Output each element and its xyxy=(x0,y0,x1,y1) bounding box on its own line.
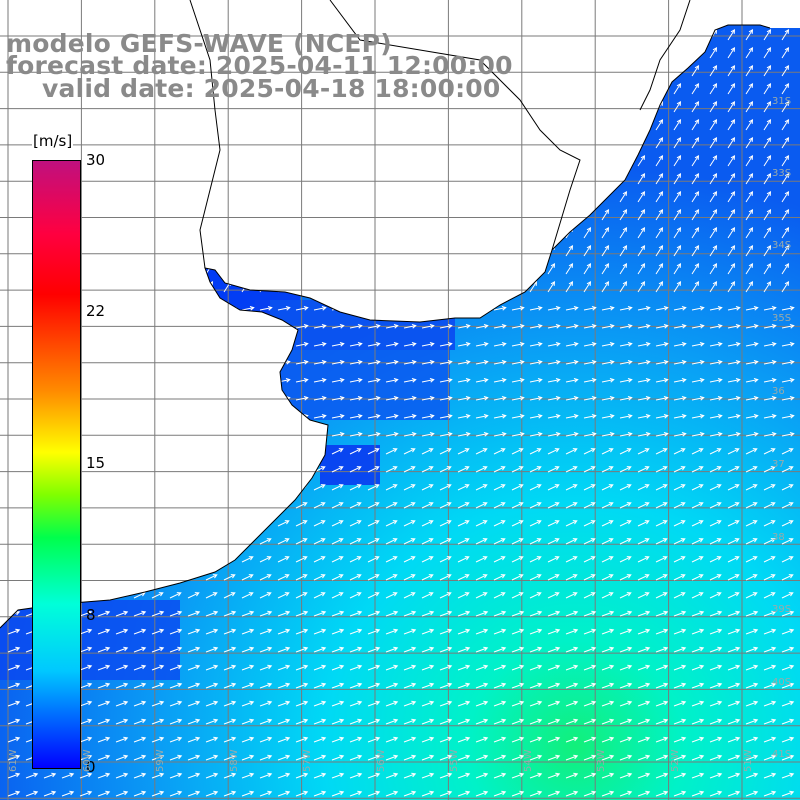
colorbar-tick-0: 0 xyxy=(86,758,96,776)
colorbar-gradient xyxy=(32,160,81,769)
colorbar-tick-22: 22 xyxy=(86,302,106,320)
colorbar-tick-15: 15 xyxy=(86,454,106,472)
lat-label-31s: 31S xyxy=(772,96,792,107)
valid-date: valid date: 2025-04-18 18:00:00 xyxy=(42,74,501,103)
lon-label-55w: 55W xyxy=(449,749,460,772)
border-line-west xyxy=(189,0,221,269)
forecast-date: forecast date: 2025-04-11 12:00:00 xyxy=(6,51,513,80)
colorbar-tick-8: 8 xyxy=(86,606,96,624)
map-title: modelo GEFS-WAVE (NCEP) xyxy=(6,29,392,58)
lat-label-40s: 40S xyxy=(772,677,792,688)
lon-label-51w: 51W xyxy=(743,749,754,772)
lon-label-59w: 59W xyxy=(155,749,166,772)
coastline xyxy=(0,24,771,629)
lon-label-57w: 57W xyxy=(302,749,313,772)
lon-label-52w: 52W xyxy=(670,749,681,772)
lon-label-53w: 53W xyxy=(596,749,607,772)
lon-label-56w: 56W xyxy=(376,749,387,772)
lon-label-58w: 58W xyxy=(229,749,240,772)
lon-label-60w: 60W xyxy=(82,749,93,772)
lat-label-37: 37 xyxy=(772,459,785,470)
lat-label-41s: 41S xyxy=(772,749,792,760)
lon-label-61w: 61W xyxy=(8,749,19,772)
lagoon-line xyxy=(639,0,691,111)
lat-label-34s: 34S xyxy=(772,240,792,251)
lat-label-38: 38 xyxy=(772,532,785,543)
lat-label-35s: 35S xyxy=(772,313,792,324)
lat-label-33s: 33S xyxy=(772,168,792,179)
lat-label-36: 36 xyxy=(772,386,785,397)
colorbar-unit-label: [m/s] xyxy=(32,132,74,150)
lat-label-39s: 39S xyxy=(772,604,792,615)
colorbar-tick-30: 30 xyxy=(86,151,106,169)
lon-label-54w: 54W xyxy=(523,749,534,772)
border-line-north xyxy=(329,0,581,251)
